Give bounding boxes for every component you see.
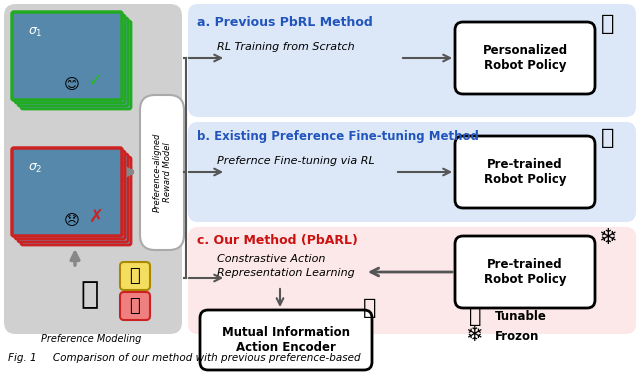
Text: ❄️: ❄️ [467, 325, 484, 345]
FancyBboxPatch shape [12, 148, 122, 236]
FancyBboxPatch shape [15, 151, 125, 239]
Text: 👍: 👍 [130, 267, 140, 285]
Text: $\sigma_1$: $\sigma_1$ [28, 26, 43, 39]
Text: Preference Modeling: Preference Modeling [41, 334, 141, 344]
Text: Mutual Information
Action Encoder: Mutual Information Action Encoder [222, 326, 350, 354]
Text: 🔥: 🔥 [468, 306, 481, 326]
Text: Representation Learning: Representation Learning [217, 268, 355, 278]
Text: 👎: 👎 [130, 297, 140, 315]
Text: a. Previous PbRL Method: a. Previous PbRL Method [197, 16, 372, 29]
Text: 🔥: 🔥 [602, 128, 614, 148]
FancyBboxPatch shape [120, 292, 150, 320]
FancyBboxPatch shape [12, 12, 122, 100]
FancyBboxPatch shape [15, 15, 125, 103]
FancyBboxPatch shape [120, 262, 150, 290]
FancyBboxPatch shape [188, 227, 636, 334]
Text: 😊: 😊 [64, 77, 80, 92]
Text: 👩: 👩 [81, 280, 99, 309]
FancyBboxPatch shape [200, 310, 372, 370]
FancyBboxPatch shape [21, 157, 131, 245]
Text: Constrastive Action: Constrastive Action [217, 254, 325, 264]
Text: ✗: ✗ [88, 208, 104, 226]
Text: Pre-trained
Robot Policy: Pre-trained Robot Policy [484, 258, 566, 286]
FancyBboxPatch shape [188, 4, 636, 117]
Text: Personalized
Robot Policy: Personalized Robot Policy [483, 44, 568, 72]
Text: Pre-trained
Robot Policy: Pre-trained Robot Policy [484, 158, 566, 186]
Text: 😞: 😞 [64, 213, 80, 228]
Text: Preference-aligned
Reward Model: Preference-aligned Reward Model [152, 132, 172, 212]
FancyBboxPatch shape [18, 18, 128, 106]
Text: ❄️: ❄️ [598, 228, 618, 248]
FancyBboxPatch shape [4, 4, 182, 334]
FancyBboxPatch shape [455, 22, 595, 94]
Text: Fig. 1     Comparison of our method with previous preference-based: Fig. 1 Comparison of our method with pre… [8, 353, 360, 363]
Text: 🔥: 🔥 [602, 14, 614, 34]
FancyBboxPatch shape [455, 136, 595, 208]
Text: Prefernce Fine-tuning via RL: Prefernce Fine-tuning via RL [217, 156, 375, 166]
FancyBboxPatch shape [455, 236, 595, 308]
Text: RL Training from Scratch: RL Training from Scratch [217, 42, 355, 52]
FancyBboxPatch shape [18, 154, 128, 242]
Text: b. Existing Preference Fine-tuning Method: b. Existing Preference Fine-tuning Metho… [197, 130, 479, 143]
Text: c. Our Method (PbARL): c. Our Method (PbARL) [197, 234, 358, 247]
FancyBboxPatch shape [188, 122, 636, 222]
Text: ✓: ✓ [88, 72, 102, 90]
Text: Tunable: Tunable [495, 310, 547, 323]
FancyBboxPatch shape [140, 95, 184, 250]
FancyBboxPatch shape [21, 21, 131, 109]
Text: 🔥: 🔥 [364, 298, 377, 318]
Text: $\sigma_2$: $\sigma_2$ [28, 162, 42, 175]
Text: Frozon: Frozon [495, 329, 540, 343]
